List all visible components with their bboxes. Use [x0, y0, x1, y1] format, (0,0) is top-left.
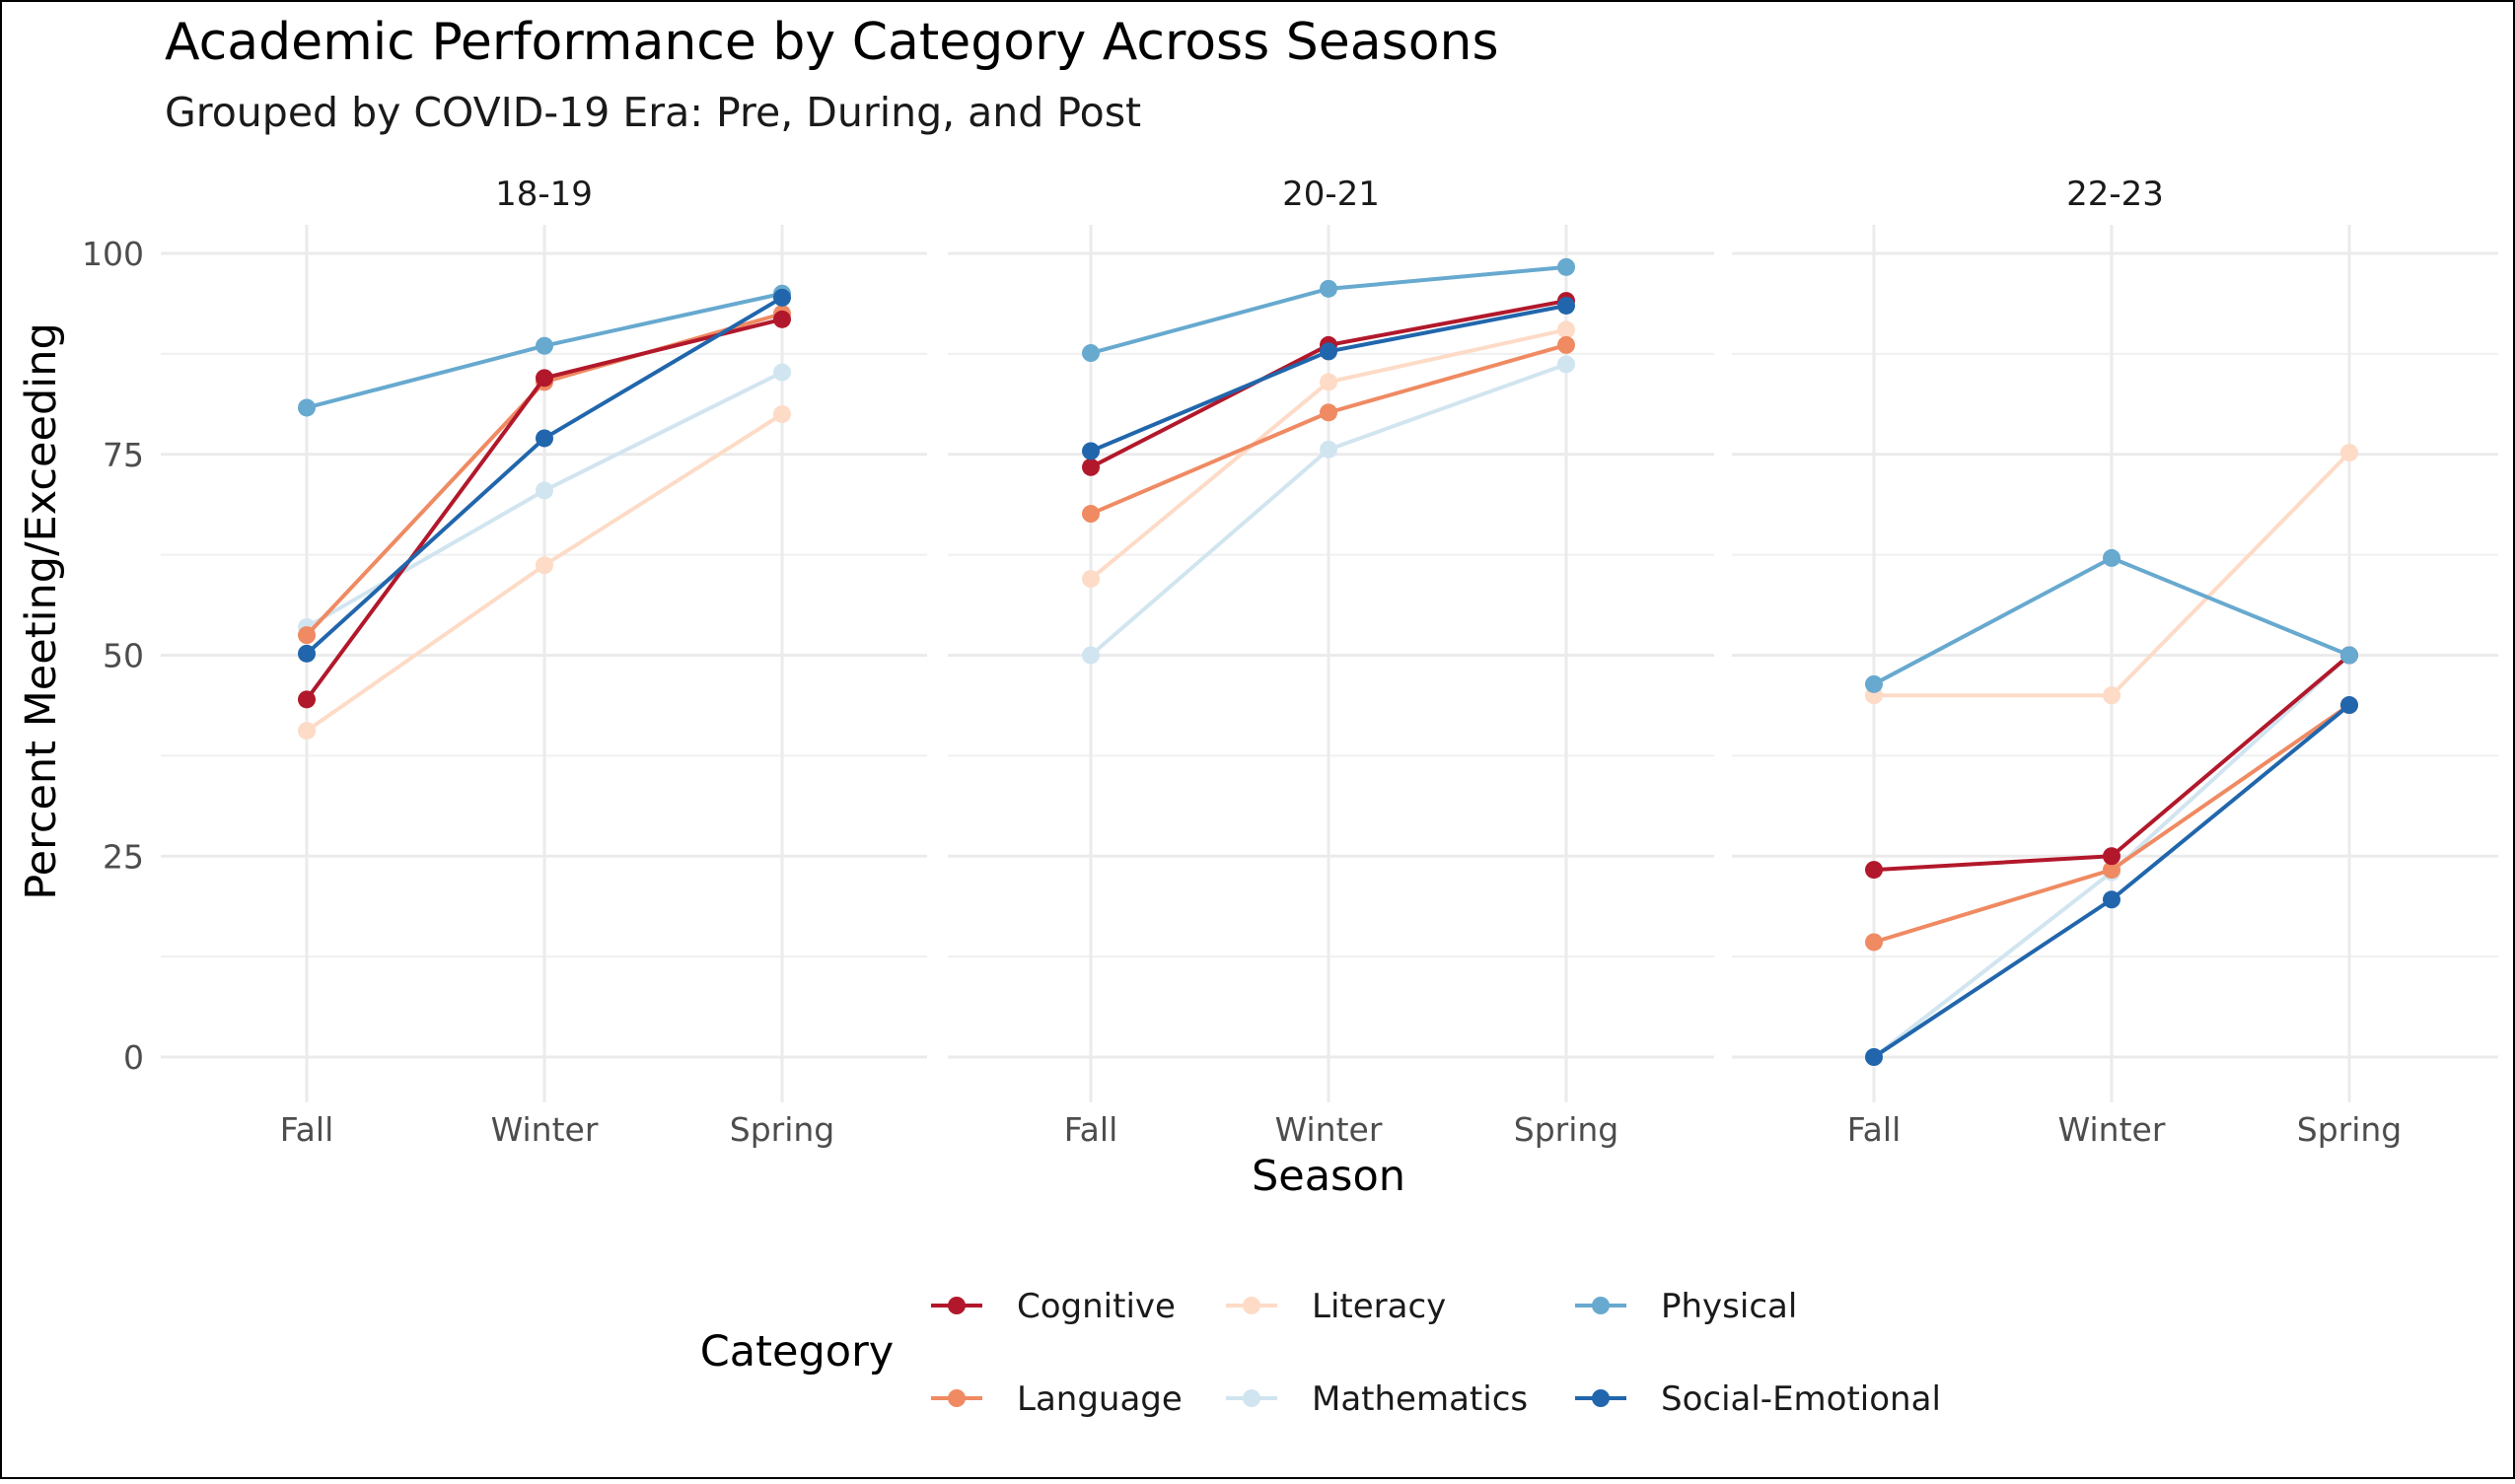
x-tick-label: Spring — [730, 1110, 835, 1149]
data-point-social-emotional — [1557, 296, 1575, 315]
data-point-literacy — [2103, 686, 2120, 705]
legend-key-point — [948, 1297, 966, 1314]
data-point-language — [2103, 861, 2120, 880]
panels: 18-19 Fall Winter Spring 20-21 Fall Winter Spri… — [161, 175, 2498, 1149]
data-point-physical — [1557, 257, 1575, 276]
data-point-literacy — [298, 722, 316, 741]
y-tick-label: 0 — [123, 1038, 144, 1077]
facet-label: 18-19 — [495, 175, 593, 214]
data-point-physical — [1320, 279, 1337, 298]
legend: Cognitive Literacy Physical Language Mathema… — [931, 1287, 1941, 1419]
legend-title: Category — [700, 1327, 894, 1377]
legend-label: Mathematics — [1312, 1379, 1528, 1419]
x-tick-label: Spring — [1514, 1110, 1619, 1149]
x-axis-title: Season — [1252, 1152, 1405, 1201]
data-point-cognitive — [773, 310, 791, 328]
data-point-social-emotional — [773, 288, 791, 307]
data-point-mathematics — [1557, 355, 1575, 374]
legend-key-point — [1243, 1297, 1260, 1314]
legend-label: Literacy — [1312, 1287, 1446, 1326]
data-point-mathematics — [1320, 440, 1337, 459]
data-point-physical — [2103, 548, 2120, 567]
data-point-language — [1557, 335, 1575, 354]
data-point-mathematics — [1082, 646, 1100, 665]
data-point-physical — [2340, 646, 2358, 665]
data-point-physical — [1082, 344, 1100, 363]
y-axis-title: Percent Meeting/Exceeding — [17, 322, 66, 900]
x-tick-label: Winter — [2058, 1110, 2166, 1149]
y-tick-label: 50 — [103, 637, 144, 675]
x-tick-label: Winter — [1275, 1110, 1383, 1149]
x-tick-label: Winter — [491, 1110, 599, 1149]
legend-label: Language — [1017, 1379, 1183, 1419]
panel-22-23: 22-23 Fall Winter Spring — [1732, 175, 2498, 1149]
data-point-physical — [298, 398, 316, 417]
x-tick-label: Spring — [2297, 1110, 2403, 1149]
y-tick-labels: 0 25 50 75 100 — [82, 235, 144, 1077]
data-point-language — [1865, 933, 1883, 952]
x-tick-label: Fall — [280, 1110, 334, 1149]
data-point-language — [298, 626, 316, 645]
y-tick-label: 75 — [103, 436, 144, 474]
legend-key-point — [948, 1389, 966, 1407]
data-point-cognitive — [1865, 861, 1883, 880]
data-point-language — [1320, 403, 1337, 422]
facet-label: 20-21 — [1282, 175, 1380, 214]
legend-item-social-emotional: Social-Emotional — [1575, 1379, 1941, 1419]
data-point-mathematics — [773, 363, 791, 382]
facet-label: 22-23 — [2066, 175, 2164, 214]
data-point-social-emotional — [1082, 442, 1100, 460]
data-point-literacy — [773, 405, 791, 423]
legend-item-mathematics: Mathematics — [1226, 1379, 1528, 1419]
data-point-cognitive — [298, 690, 316, 709]
legend-item-language: Language — [931, 1379, 1183, 1419]
legend-key-point — [1592, 1297, 1610, 1314]
legend-item-physical: Physical — [1575, 1287, 1797, 1326]
data-point-physical — [536, 336, 553, 355]
data-point-mathematics — [536, 481, 553, 500]
panel-18-19: 18-19 Fall Winter Spring — [161, 175, 927, 1149]
data-point-language — [1082, 505, 1100, 524]
data-point-cognitive — [1082, 458, 1100, 476]
data-point-social-emotional — [1865, 1048, 1883, 1066]
x-tick-label: Fall — [1847, 1110, 1902, 1149]
data-point-literacy — [1557, 320, 1575, 339]
data-point-literacy — [2340, 444, 2358, 462]
data-point-social-emotional — [1320, 342, 1337, 361]
legend-item-cognitive: Cognitive — [931, 1287, 1176, 1326]
data-point-cognitive — [536, 369, 553, 388]
y-tick-label: 100 — [82, 235, 144, 273]
legend-label: Cognitive — [1017, 1287, 1176, 1326]
data-point-social-emotional — [2103, 890, 2120, 909]
legend-key-point — [1243, 1389, 1260, 1407]
legend-label: Physical — [1661, 1287, 1797, 1326]
data-point-cognitive — [2103, 847, 2120, 866]
data-point-social-emotional — [536, 429, 553, 448]
data-point-literacy — [1320, 373, 1337, 391]
legend-label: Social-Emotional — [1661, 1379, 1941, 1419]
legend-item-literacy: Literacy — [1226, 1287, 1446, 1326]
data-point-literacy — [1082, 570, 1100, 589]
data-point-social-emotional — [2340, 696, 2358, 715]
chart-title: Academic Performance by Category Across … — [165, 13, 1499, 72]
data-point-literacy — [536, 556, 553, 575]
legend-key-point — [1592, 1389, 1610, 1407]
chart-subtitle: Grouped by COVID-19 Era: Pre, During, an… — [165, 89, 1141, 136]
data-point-social-emotional — [298, 644, 316, 663]
data-point-physical — [1865, 674, 1883, 693]
panel-20-21: 20-21 Fall Winter Spring — [948, 175, 1714, 1149]
y-tick-label: 25 — [103, 837, 144, 876]
x-tick-label: Fall — [1064, 1110, 1118, 1149]
